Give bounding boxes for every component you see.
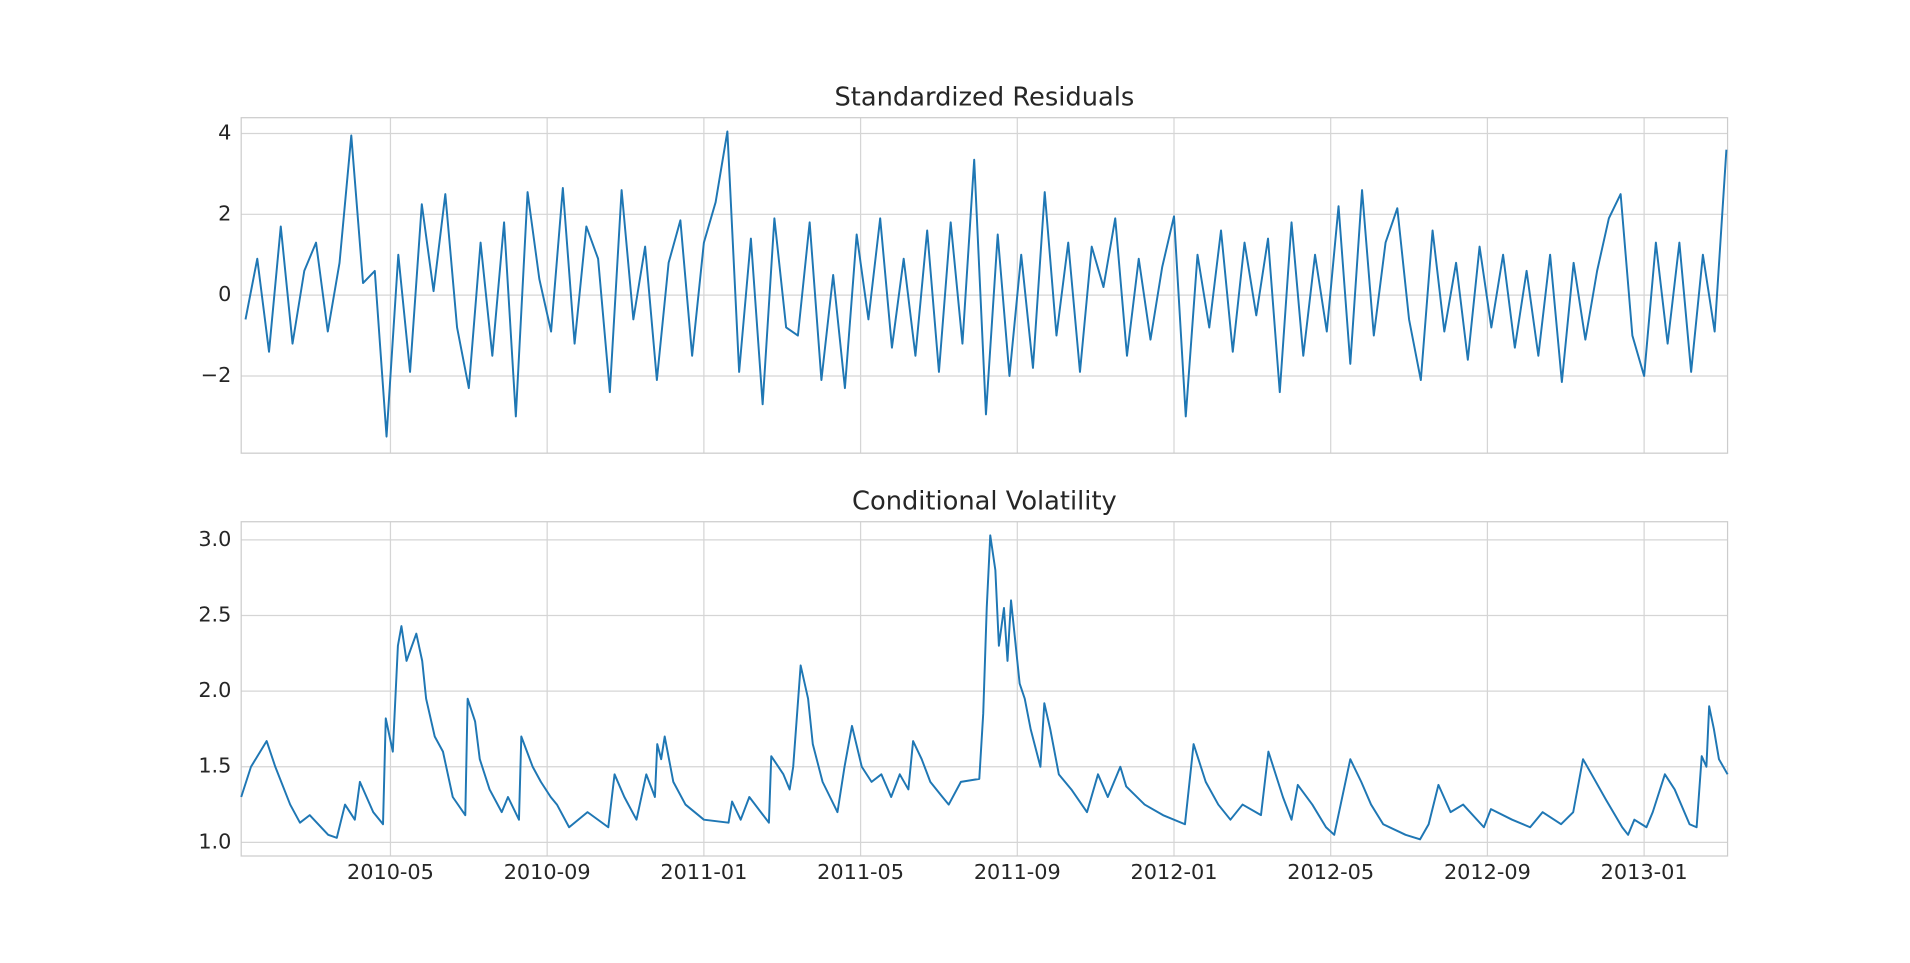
y-tick-label: 1.0 (198, 829, 231, 853)
y-tick-label: 2 (218, 201, 231, 225)
x-tick-label: 2011-09 (974, 860, 1061, 884)
y-tick-label: 1.5 (198, 754, 231, 778)
y-tick-label: 3.0 (198, 527, 231, 551)
y-tick-label: 2.5 (198, 603, 231, 627)
x-tick-label: 2010-09 (504, 860, 591, 884)
series-line (244, 130, 1728, 438)
x-tick-label: 2011-01 (660, 860, 747, 884)
x-tick-label: 2011-05 (817, 860, 904, 884)
x-tick-label: 2012-01 (1131, 860, 1218, 884)
y-tick-label: 0 (218, 282, 231, 306)
plot-frame (240, 117, 1729, 454)
y-tick-label: 2.0 (198, 678, 231, 702)
y-tick-label: −2 (201, 363, 232, 387)
chart-title: Conditional Volatility (852, 487, 1117, 517)
x-tick-label: 2013-01 (1601, 860, 1688, 884)
plot-frame (240, 521, 1729, 857)
x-tick-label: 2012-05 (1287, 860, 1374, 884)
chart-title: Standardized Residuals (834, 83, 1134, 113)
x-tick-label: 2012-09 (1444, 860, 1531, 884)
series-line (240, 534, 1729, 841)
y-tick-label: 4 (218, 120, 231, 144)
x-tick-label: 2010-05 (347, 860, 434, 884)
